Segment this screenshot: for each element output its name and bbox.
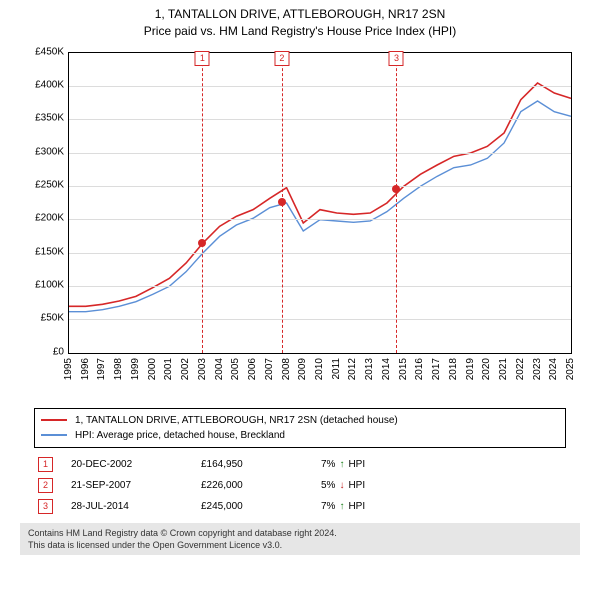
event-dot <box>278 198 286 206</box>
tx-index-box: 1 <box>38 457 53 472</box>
legend-label-red: 1, TANTALLON DRIVE, ATTLEBOROUGH, NR17 2… <box>75 413 398 428</box>
series-red-line <box>69 83 571 306</box>
x-tick-label: 2005 <box>230 358 241 380</box>
x-tick-label: 2014 <box>381 358 392 380</box>
arrow-icon: ↑ <box>339 501 344 512</box>
transaction-row: 1 20-DEC-2002£164,9507%↑HPI <box>34 454 566 475</box>
tx-price: £245,000 <box>201 501 321 512</box>
legend: 1, TANTALLON DRIVE, ATTLEBOROUGH, NR17 2… <box>34 408 566 448</box>
tx-price: £226,000 <box>201 480 321 491</box>
x-tick-label: 2024 <box>548 358 559 380</box>
x-tick-label: 1998 <box>113 358 124 380</box>
x-tick-label: 2006 <box>247 358 258 380</box>
x-tick-label: 2022 <box>515 358 526 380</box>
tx-date: 28-JUL-2014 <box>71 501 201 512</box>
plot-area: 1 2 3 <box>68 52 572 354</box>
x-tick-label: 2015 <box>398 358 409 380</box>
arrow-icon: ↑ <box>339 459 344 470</box>
event-line <box>396 53 397 353</box>
x-tick-label: 2017 <box>431 358 442 380</box>
footer: Contains HM Land Registry data © Crown c… <box>20 523 580 555</box>
x-tick-label: 1997 <box>96 358 107 380</box>
tx-delta: 5%↓HPI <box>321 480 365 491</box>
x-tick-label: 1996 <box>80 358 91 380</box>
tx-index-box: 2 <box>38 478 53 493</box>
series-blue-line <box>69 101 571 312</box>
x-tick-label: 2018 <box>448 358 459 380</box>
y-tick-label: £250K <box>35 179 64 190</box>
title-line1: 1, TANTALLON DRIVE, ATTLEBOROUGH, NR17 2… <box>0 6 600 23</box>
x-tick-label: 2001 <box>163 358 174 380</box>
event-marker-box: 1 <box>195 51 210 66</box>
y-tick-label: £50K <box>41 313 64 324</box>
x-tick-label: 2002 <box>180 358 191 380</box>
tx-price: £164,950 <box>201 459 321 470</box>
tx-delta: 7%↑HPI <box>321 501 365 512</box>
y-tick-label: £450K <box>35 46 64 57</box>
page: 1, TANTALLON DRIVE, ATTLEBOROUGH, NR17 2… <box>0 0 600 555</box>
event-dot <box>198 239 206 247</box>
gridline <box>69 86 571 87</box>
tx-delta: 7%↑HPI <box>321 459 365 470</box>
event-dot <box>392 185 400 193</box>
gridline <box>69 286 571 287</box>
x-tick-label: 2011 <box>331 358 342 380</box>
event-marker-box: 3 <box>389 51 404 66</box>
x-tick-label: 2019 <box>465 358 476 380</box>
x-tick-label: 2023 <box>532 358 543 380</box>
x-tick-label: 2008 <box>281 358 292 380</box>
x-tick-label: 1995 <box>63 358 74 380</box>
x-tick-label: 2013 <box>364 358 375 380</box>
x-tick-label: 2012 <box>347 358 358 380</box>
x-tick-label: 2010 <box>314 358 325 380</box>
tx-date: 21-SEP-2007 <box>71 480 201 491</box>
x-tick-label: 2025 <box>565 358 576 380</box>
transactions: 120-DEC-2002£164,9507%↑HPI221-SEP-2007£2… <box>34 454 566 517</box>
gridline <box>69 253 571 254</box>
x-tick-label: 2003 <box>197 358 208 380</box>
gridline <box>69 319 571 320</box>
gridline <box>69 153 571 154</box>
footer-line1: Contains HM Land Registry data © Crown c… <box>28 527 572 539</box>
event-line <box>202 53 203 353</box>
x-tick-label: 1999 <box>130 358 141 380</box>
x-tick-label: 2021 <box>498 358 509 380</box>
y-tick-label: £150K <box>35 246 64 257</box>
y-tick-label: £100K <box>35 279 64 290</box>
x-tick-label: 2009 <box>297 358 308 380</box>
x-tick-label: 2007 <box>264 358 275 380</box>
x-tick-label: 2020 <box>481 358 492 380</box>
x-tick-label: 2000 <box>147 358 158 380</box>
gridline <box>69 219 571 220</box>
y-tick-label: £300K <box>35 146 64 157</box>
y-tick-label: £200K <box>35 213 64 224</box>
chart-lines <box>69 53 571 353</box>
legend-row-blue: HPI: Average price, detached house, Brec… <box>41 428 559 443</box>
gridline <box>69 186 571 187</box>
legend-row-red: 1, TANTALLON DRIVE, ATTLEBOROUGH, NR17 2… <box>41 413 559 428</box>
transaction-row: 2 21-SEP-2007£226,0005%↓HPI <box>34 475 566 496</box>
footer-line2: This data is licensed under the Open Gov… <box>28 539 572 551</box>
legend-label-blue: HPI: Average price, detached house, Brec… <box>75 428 285 443</box>
legend-swatch-red <box>41 419 67 421</box>
tx-index-box: 3 <box>38 499 53 514</box>
x-tick-label: 2004 <box>214 358 225 380</box>
legend-swatch-blue <box>41 434 67 436</box>
transaction-row: 3 28-JUL-2014£245,0007%↑HPI <box>34 496 566 517</box>
y-tick-label: £400K <box>35 79 64 90</box>
y-tick-label: £0 <box>53 346 64 357</box>
title-line2: Price paid vs. HM Land Registry's House … <box>0 23 600 40</box>
x-tick-label: 2016 <box>414 358 425 380</box>
tx-date: 20-DEC-2002 <box>71 459 201 470</box>
event-marker-box: 2 <box>274 51 289 66</box>
arrow-icon: ↓ <box>339 480 344 491</box>
chart: 1 2 3 £0 £50K £100K £150K £200K £250K £300K £350K… <box>20 44 580 404</box>
title-block: 1, TANTALLON DRIVE, ATTLEBOROUGH, NR17 2… <box>0 0 600 44</box>
y-tick-label: £350K <box>35 113 64 124</box>
gridline <box>69 119 571 120</box>
